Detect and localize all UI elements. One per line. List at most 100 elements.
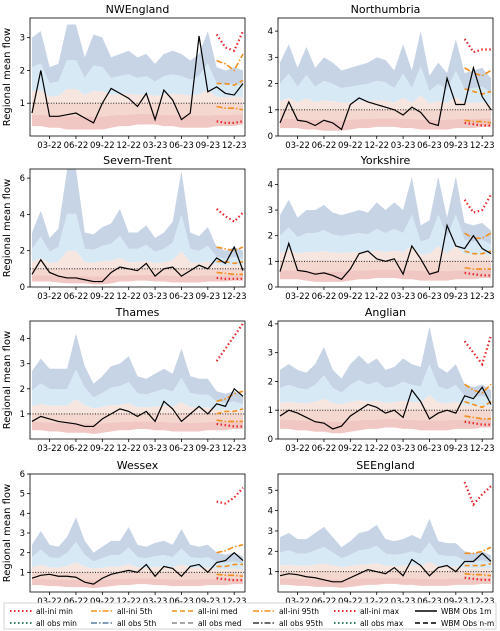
y-tick-label: 2 [20,247,25,257]
y-tick-label: 1 [268,568,273,578]
y-tick-label: 2 [20,549,25,559]
band-mid [280,95,491,110]
series-ini-95 [464,383,492,394]
x-tick-label: 06-22 [64,292,89,302]
y-tick-label: 4 [268,320,273,330]
legend-item: all obs med [172,619,242,628]
x-tick-label: 06-22 [64,444,89,454]
series-ini-max [463,335,493,367]
x-tick-label: 03-22 [37,141,62,151]
x-tick-label: 12-23 [222,444,247,454]
x-tick-label: 12-23 [222,597,247,607]
x-tick-label: 12-23 [470,141,495,151]
series-ini-5 [464,415,491,420]
y-tick-label: 5 [20,490,25,500]
series-ini-med [464,88,492,95]
series-ini-min [464,121,491,127]
y-tick-label: 4 [268,27,273,37]
panel-title: NWEngland [106,3,170,16]
series-ini-min [216,577,243,582]
x-tick-label: 12-22 [364,597,389,607]
series-ini-max [215,30,245,53]
series-ini-med [216,408,244,415]
x-tick-label: 09-23 [443,292,468,302]
x-tick-label: 03-22 [37,292,62,302]
band-upper [32,369,243,411]
legend-item: all-ini med [172,607,238,616]
legend-label: WBM Obs 1m [441,607,491,616]
x-tick-label: 06-22 [312,141,337,151]
legend-label: all-ini 95th [279,607,319,616]
y-tick-label: 3 [268,206,273,216]
y-tick-label: 2 [20,385,25,395]
panel-title: Severn-Trent [103,154,172,167]
legend-item: all obs max [334,619,404,628]
legend-label: all-ini min [36,607,73,616]
x-tick-label: 09-22 [338,597,363,607]
band-lower [32,572,243,581]
y-tick-label: 3 [268,527,273,537]
x-tick-label: 06-23 [417,292,442,302]
x-tick-label: 09-22 [90,292,115,302]
band-outer [32,169,243,259]
band-upper [32,542,243,570]
x-tick-label: 03-23 [143,141,168,151]
series-ini-min [216,422,243,428]
x-tick-label: 03-23 [391,597,416,607]
x-tick-label: 12-22 [364,444,389,454]
y-tick-label: 2 [268,547,273,557]
x-tick-label: 06-23 [169,141,194,151]
band-bottom [280,269,491,282]
panel-anglian: Anglian 0 1 2 3 4 03-22 06-22 09-22 12-22 03-23 06-… [268,306,495,454]
panel-northumbria: Northumbria 0 1 2 3 4 03-22 06-22 09-22 12-22 03-2… [268,3,495,151]
axes-frame [29,320,246,440]
band-upper [32,213,243,266]
y-tick-label: 4 [268,180,273,190]
band-bottom [32,274,243,285]
band-lower [280,571,491,580]
band-lower [280,109,491,121]
y-tick-label: 1 [20,568,25,578]
series-wbm-obs [279,223,492,281]
band-upper [280,364,491,407]
x-tick-label: 06-23 [417,444,442,454]
x-tick-label: 06-23 [417,141,442,151]
legend-item: all-ini max [334,607,400,616]
band-mid [280,246,491,262]
series-wbm-obs [31,551,244,585]
series-ini-95 [216,544,244,554]
series-ini-5 [464,119,492,124]
legend-label: all obs min [36,619,77,628]
x-tick-label: 12-22 [116,597,141,607]
y-tick-label: 3 [268,349,273,359]
y-tick-label: 1 [268,406,273,416]
y-tick-label: 6 [20,174,25,184]
x-tick-label: 09-23 [443,141,468,151]
legend-label: WBM Obs n-m [441,619,494,628]
x-tick-label: 03-23 [391,292,416,302]
band-mid [32,399,243,414]
x-tick-label: 09-22 [90,141,115,151]
series-ini-max [463,481,492,507]
y-tick-label: 4 [20,509,25,519]
legend-item: all obs 95th [253,619,323,628]
x-tick-label: 03-23 [391,141,416,151]
y-tick-label: 1 [20,99,25,109]
legend-label: all-ini max [360,607,400,616]
x-tick-label: 09-23 [195,444,220,454]
legend-item: WBM Obs n-m [415,619,494,628]
legend-item: all-ini 5th [91,607,152,616]
legend-item: all obs min [10,619,77,628]
series-ini-max [463,38,491,54]
band-bottom [280,118,491,131]
y-tick-label: 4 [268,507,273,517]
x-tick-label: 09-22 [90,597,115,607]
x-tick-label: 03-22 [285,141,310,151]
band-mid [32,250,243,269]
series-ini-5 [216,573,244,578]
series-ini-max [215,322,244,362]
panel-title: SEEngland [356,459,415,472]
band-mid [280,395,491,411]
